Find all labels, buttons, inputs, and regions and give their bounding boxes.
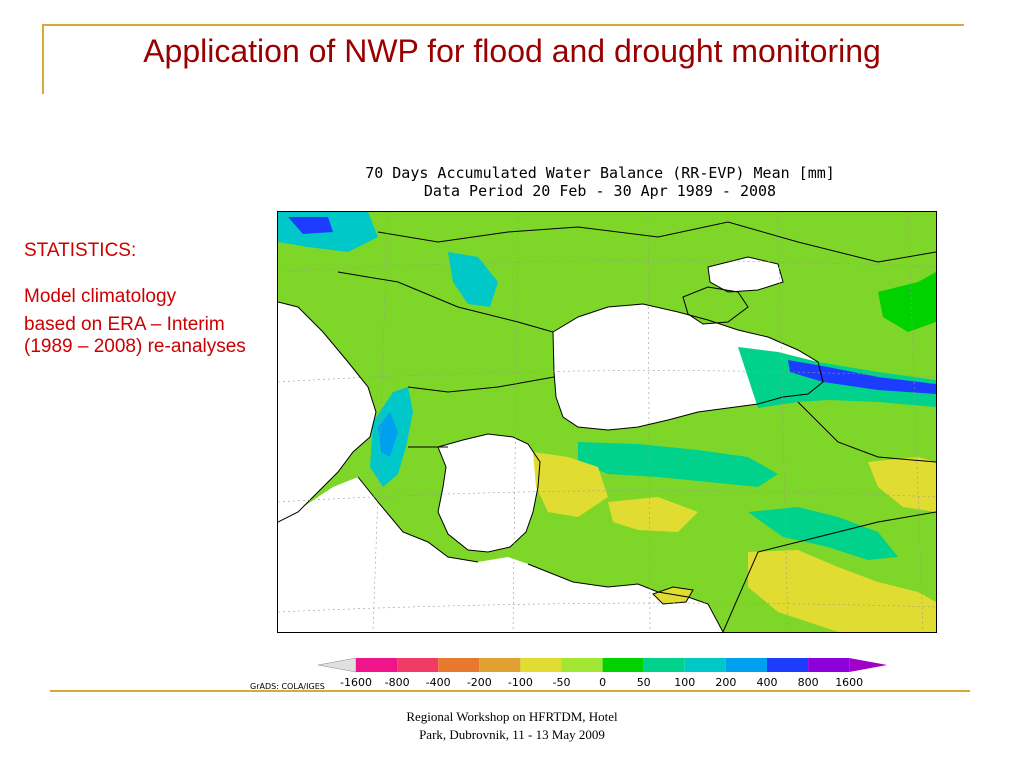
- map-graphic: [278, 212, 936, 632]
- sea-azov: [708, 257, 783, 292]
- footer: Regional Workshop on HFRTDM, Hotel Park,…: [350, 708, 674, 744]
- legend-swatch-9: [684, 658, 726, 672]
- land-crimea: [683, 287, 748, 324]
- map-title-line-1: 70 Days Accumulated Water Balance (RR-EV…: [365, 164, 835, 182]
- legend-label: 100: [674, 676, 696, 689]
- legend-label: -50: [552, 676, 571, 689]
- map-title-line-2: Data Period 20 Feb - 30 Apr 1989 - 2008: [423, 182, 777, 200]
- legend-swatch-10: [725, 658, 767, 672]
- wet-zone-caucasus: [878, 272, 936, 332]
- wet-zone-anatolia: [578, 442, 778, 487]
- legend-label: -400: [425, 676, 451, 689]
- legend-swatch-6: [561, 658, 603, 672]
- map-graticule: [278, 212, 936, 632]
- statistics-line-1: Model climatology: [24, 286, 177, 307]
- legend-label: 800: [797, 676, 819, 689]
- statistics-heading: STATISTICS:: [24, 240, 137, 261]
- water-balance-map: [277, 211, 937, 633]
- statistics-line-2: based on ERA – Interim (1989 – 2008) re-…: [24, 314, 246, 357]
- legend-colorbar-graphic: [317, 657, 888, 673]
- legend-label: 0: [599, 676, 607, 689]
- legend-swatch-3: [438, 658, 480, 672]
- wet-core-alps: [288, 217, 333, 234]
- footer-line-1: Regional Workshop on HFRTDM, Hotel: [406, 709, 618, 724]
- map-borders: [278, 221, 936, 632]
- map-title: 70 Days Accumulated Water Balance (RR-EV…: [280, 164, 920, 200]
- legend-label: -200: [466, 676, 492, 689]
- legend-label: -800: [384, 676, 410, 689]
- legend-swatch-12: [808, 658, 850, 672]
- legend-swatch-5: [520, 658, 562, 672]
- legend-labels: -1600 -800 -400 -200 -100 -50 0 50 100 200 400 800 1…: [318, 676, 908, 690]
- footer-line-2: Park, Dubrovnik, 11 - 13 May 2009: [419, 727, 605, 742]
- slide-title: Application of NWP for flood and drought…: [143, 33, 881, 69]
- legend-label: 400: [756, 676, 778, 689]
- statistics-panel: STATISTICS: Model climatology based on E…: [24, 240, 254, 358]
- legend-swatch-1: [356, 658, 398, 672]
- frame-bottom-line: [50, 690, 970, 692]
- wet-zone-carpathians: [448, 252, 498, 307]
- legend-colorbar: [317, 657, 908, 679]
- wet-zone-taurus: [748, 507, 898, 560]
- land-cyprus: [652, 586, 694, 605]
- legend-swatch-0: [317, 657, 357, 673]
- legend-label: -1600: [340, 676, 372, 689]
- grads-credit: GrADS: COLA/IGES: [250, 682, 325, 691]
- dry-zone-east: [868, 457, 936, 512]
- legend-label: -100: [507, 676, 533, 689]
- dry-zone-central-anatolia: [608, 497, 698, 532]
- legend-label: 200: [715, 676, 737, 689]
- frame-top-line: [42, 24, 964, 26]
- legend-swatch-7: [602, 658, 644, 672]
- wet-core-pontic: [788, 360, 936, 394]
- legend-swatch-13: [849, 658, 888, 672]
- frame-left-line: [42, 24, 44, 94]
- legend-swatch-4: [479, 658, 521, 672]
- legend-label: 1600: [835, 676, 864, 689]
- wet-core-albania: [378, 412, 398, 457]
- legend-label: 50: [636, 676, 651, 689]
- legend-swatch-11: [767, 658, 809, 672]
- legend-swatch-2: [397, 658, 439, 672]
- legend-swatch-8: [643, 658, 685, 672]
- sea-west: [278, 302, 376, 522]
- dry-zone-west-anatolia: [533, 452, 608, 517]
- dry-zone-syria: [748, 550, 936, 632]
